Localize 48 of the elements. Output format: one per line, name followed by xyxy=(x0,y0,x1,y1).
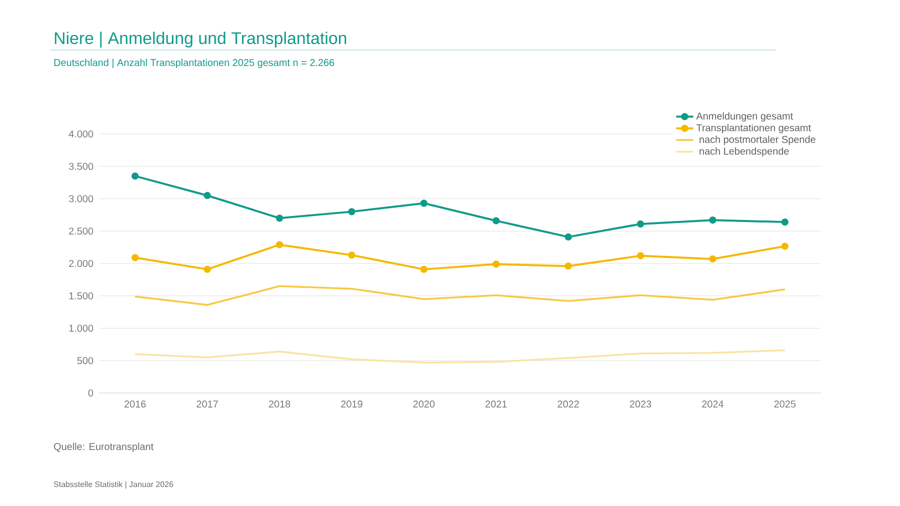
chart-title: Niere | Anmeldung und Transplantation xyxy=(54,32,346,48)
point xyxy=(276,214,284,222)
x-tick-label: 2016 xyxy=(124,400,146,408)
point xyxy=(492,260,500,268)
y-tick-label: 0 xyxy=(88,389,94,397)
line-series xyxy=(134,349,786,364)
x-tick-label: 2018 xyxy=(268,400,290,408)
point xyxy=(348,251,356,259)
point xyxy=(420,266,428,273)
legend-label: Anmeldungen gesamt xyxy=(696,112,794,122)
point xyxy=(348,208,356,216)
x-tick-label: 2019 xyxy=(341,400,362,408)
x-tick-label: 2025 xyxy=(774,400,796,408)
point xyxy=(204,266,211,273)
point xyxy=(636,220,644,228)
point xyxy=(420,200,428,207)
line-series xyxy=(134,285,786,306)
point xyxy=(781,218,789,226)
y-tick-label: 500 xyxy=(77,357,94,364)
point xyxy=(132,172,139,180)
legend-label: nach Lebendspende xyxy=(700,147,789,157)
point xyxy=(636,252,644,260)
point xyxy=(709,216,716,224)
point xyxy=(564,233,572,241)
point xyxy=(564,262,572,270)
point xyxy=(781,242,789,250)
x-tick-label: 2021 xyxy=(486,400,507,408)
point xyxy=(492,217,500,224)
y-tick-label: 1.500 xyxy=(69,292,94,300)
x-tick-label: 2022 xyxy=(558,400,579,408)
y-tick-label: 2.000 xyxy=(69,260,94,268)
x-tick-label: 2020 xyxy=(413,400,435,408)
point xyxy=(276,241,284,248)
legend-label: nach postmortaler Spende xyxy=(700,136,816,145)
y-tick-label: 3.500 xyxy=(68,162,94,170)
y-tick-label: 3.000 xyxy=(68,195,94,202)
x-tick-label: 2024 xyxy=(702,400,724,408)
source-note: Quelle: Eurotransplant xyxy=(54,442,154,452)
point xyxy=(132,254,139,262)
chart-subtitle: Deutschland | Anzahl Transplantationen 2025 gesamt n = 2.266 xyxy=(54,58,334,68)
y-tick-label: 4.000 xyxy=(68,130,94,138)
x-tick-label: 2017 xyxy=(196,400,218,408)
y-tick-label: 2.500 xyxy=(69,228,94,235)
point xyxy=(709,255,716,263)
x-tick-label: 2023 xyxy=(630,400,652,408)
legend-label: Transplantationen gesamt xyxy=(696,124,811,134)
point xyxy=(204,192,211,200)
y-tick-label: 1.000 xyxy=(69,324,94,332)
